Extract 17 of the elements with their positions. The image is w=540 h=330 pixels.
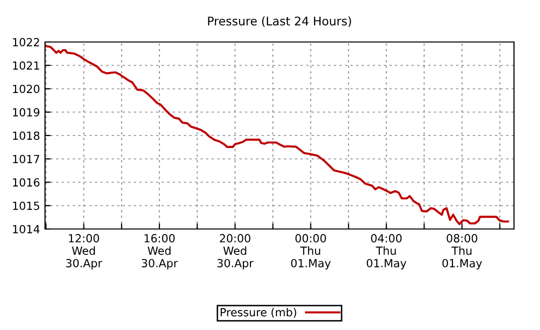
y-tick-label: 1019 [13,108,40,117]
x-tick-label: 20:00 Wed 30.Apr [217,234,254,270]
y-tick-label: 1016 [13,178,40,187]
y-tick-label: 1015 [13,202,40,210]
y-tick-label: 1018 [13,131,40,140]
y-tick-label: 1022 [13,38,40,46]
x-tick-label: 12:00 Wed 30.Apr [66,234,102,270]
y-tick-label: 1014 [13,224,40,234]
x-tick-label: 16:00 Wed 30.Apr [142,234,178,270]
x-tick-label: 08:00 Thu 01.May [442,234,482,270]
y-tick-label: 1021 [13,61,40,70]
x-tick-label: 04:00 Thu 01.May [366,234,406,270]
legend-label: Pressure (mb) [220,308,296,318]
y-tick-label: 1020 [13,84,40,94]
chart-title: Pressure (Last 24 Hours) [208,16,352,27]
x-tick-label: 00:00 Thu 01.May [291,234,331,270]
y-tick-label: 1017 [13,154,40,164]
